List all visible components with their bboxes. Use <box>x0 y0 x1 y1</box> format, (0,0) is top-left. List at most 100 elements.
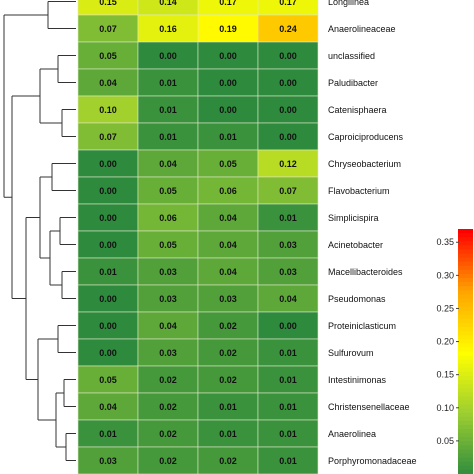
colorbar-segment <box>458 445 473 450</box>
cell-value-label: 0.01 <box>219 429 237 439</box>
cell-value-label: 0.12 <box>279 159 297 169</box>
cell-value-label: 0.01 <box>159 78 177 88</box>
colorbar-segment <box>458 257 473 263</box>
cell-value-label: 0.14 <box>159 0 177 7</box>
cell-value-label: 0.15 <box>99 0 117 7</box>
cell-value-label: 0.01 <box>99 267 117 277</box>
cell-value-label: 0.00 <box>219 105 237 115</box>
row-label: Longilinea <box>328 0 369 7</box>
heatmap-cell <box>257 203 319 232</box>
cell-value-label: 0.01 <box>159 105 177 115</box>
cell-value-label: 0.10 <box>99 105 117 115</box>
colorbar-segment <box>458 396 473 401</box>
cell-value-label: 0.07 <box>99 24 117 34</box>
cell-value-label: 0.16 <box>159 24 177 34</box>
colorbar-tick-label: 0.30 <box>436 270 454 280</box>
cell-value-label: 0.04 <box>219 240 237 250</box>
heatmap-cell <box>257 284 319 313</box>
heatmap-cell <box>137 68 199 97</box>
heatmap-cell <box>257 230 319 259</box>
colorbar-segment <box>458 437 473 442</box>
colorbar-segment <box>458 265 473 271</box>
cell-value-label: 0.05 <box>219 159 237 169</box>
heatmap-cell <box>257 338 319 367</box>
cell-value-label: 0.00 <box>99 213 117 223</box>
row-dendrogram <box>3 1 76 461</box>
heatmap-cell <box>197 419 259 448</box>
colorbar-segment <box>458 453 473 459</box>
colorbar-tick-label: 0.15 <box>436 370 454 380</box>
heatmap-cell <box>257 122 319 151</box>
cell-value-label: 0.04 <box>99 78 117 88</box>
cell-value-label: 0.04 <box>279 294 297 304</box>
colorbar-segment <box>458 269 473 275</box>
heatmap-cell <box>197 68 259 97</box>
colorbar-segment <box>458 412 473 418</box>
colorbar-tick-label: 0.20 <box>436 337 454 347</box>
cell-value-label: 0.01 <box>279 348 297 358</box>
colorbar-segment <box>458 355 473 361</box>
colorbar-segment <box>458 457 473 463</box>
colorbar-segment <box>458 469 473 474</box>
colorbar-segment <box>458 273 473 279</box>
cell-value-label: 0.01 <box>279 429 297 439</box>
cell-value-label: 0.04 <box>219 213 237 223</box>
cell-value-label: 0.00 <box>279 51 297 61</box>
colorbar-segment <box>458 376 473 381</box>
cell-value-label: 0.03 <box>159 294 177 304</box>
cell-value-label: 0.06 <box>219 186 237 196</box>
colorbar-segment <box>458 282 473 287</box>
colorbar-segment <box>458 400 473 406</box>
cell-value-label: 0.00 <box>279 78 297 88</box>
cell-value-label: 0.02 <box>159 402 177 412</box>
colorbar-segment <box>458 245 473 250</box>
colorbar-tick-label: 0.35 <box>436 237 454 247</box>
colorbar-segment <box>458 314 473 320</box>
colorbar-segment <box>458 408 473 414</box>
heatmap-cell <box>77 95 139 124</box>
colorbar-segment <box>458 347 473 352</box>
heatmap-cell <box>137 311 199 340</box>
row-label: Simplicispira <box>328 213 379 223</box>
row-label: Proteiniclasticum <box>328 321 396 331</box>
cell-value-label: 0.00 <box>99 240 117 250</box>
colorbar-segment <box>458 429 473 434</box>
row-label: Macellibacteroides <box>328 267 403 277</box>
heatmap-cell <box>77 284 139 313</box>
cell-value-label: 0.00 <box>219 51 237 61</box>
cell-value-label: 0.01 <box>219 402 237 412</box>
row-label: Christensenellaceae <box>328 402 410 412</box>
colorbar-segment <box>458 294 473 299</box>
row-label: Anaerolinea <box>328 429 376 439</box>
cell-value-label: 0.07 <box>99 132 117 142</box>
heatmap-cell <box>137 284 199 313</box>
heatmap-cell <box>137 230 199 259</box>
colorbar-segment <box>458 298 473 303</box>
colorbar-segment <box>458 363 473 369</box>
heatmap-cell <box>77 338 139 367</box>
colorbar-segment <box>458 392 473 397</box>
heatmap-cell <box>137 95 199 124</box>
colorbar-legend: 0.35 0.30 0.25 0.20 0.15 0.10 0.05 <box>436 229 473 474</box>
cell-value-label: 0.03 <box>279 240 297 250</box>
colorbar-segment <box>458 339 473 344</box>
colorbar-tick-label: 0.05 <box>436 436 454 446</box>
colorbar-segment <box>458 229 473 234</box>
heatmap-cell <box>197 446 259 474</box>
colorbar-segment <box>458 335 473 340</box>
heatmap-cell <box>257 68 319 97</box>
cell-value-label: 0.00 <box>279 105 297 115</box>
heatmap-cells: 0.15 0.14 0.17 0.17 0.07 0.16 0.19 0.24 0.05 0.00… <box>77 0 319 474</box>
row-label: unclassified <box>328 51 375 61</box>
colorbar-segment <box>458 278 473 283</box>
colorbar-segment <box>458 241 473 246</box>
colorbar-segment <box>458 327 473 332</box>
colorbar-segment <box>458 441 473 446</box>
colorbar-segment <box>458 237 473 242</box>
cell-value-label: 0.00 <box>219 78 237 88</box>
colorbar-tick-label: 0.25 <box>436 303 454 313</box>
colorbar-segment <box>458 425 473 430</box>
row-labels: Longilinea Anaerolineaceae unclassified Pal… <box>328 0 417 466</box>
heatmap-cell <box>77 311 139 340</box>
colorbar-segment <box>458 384 473 389</box>
